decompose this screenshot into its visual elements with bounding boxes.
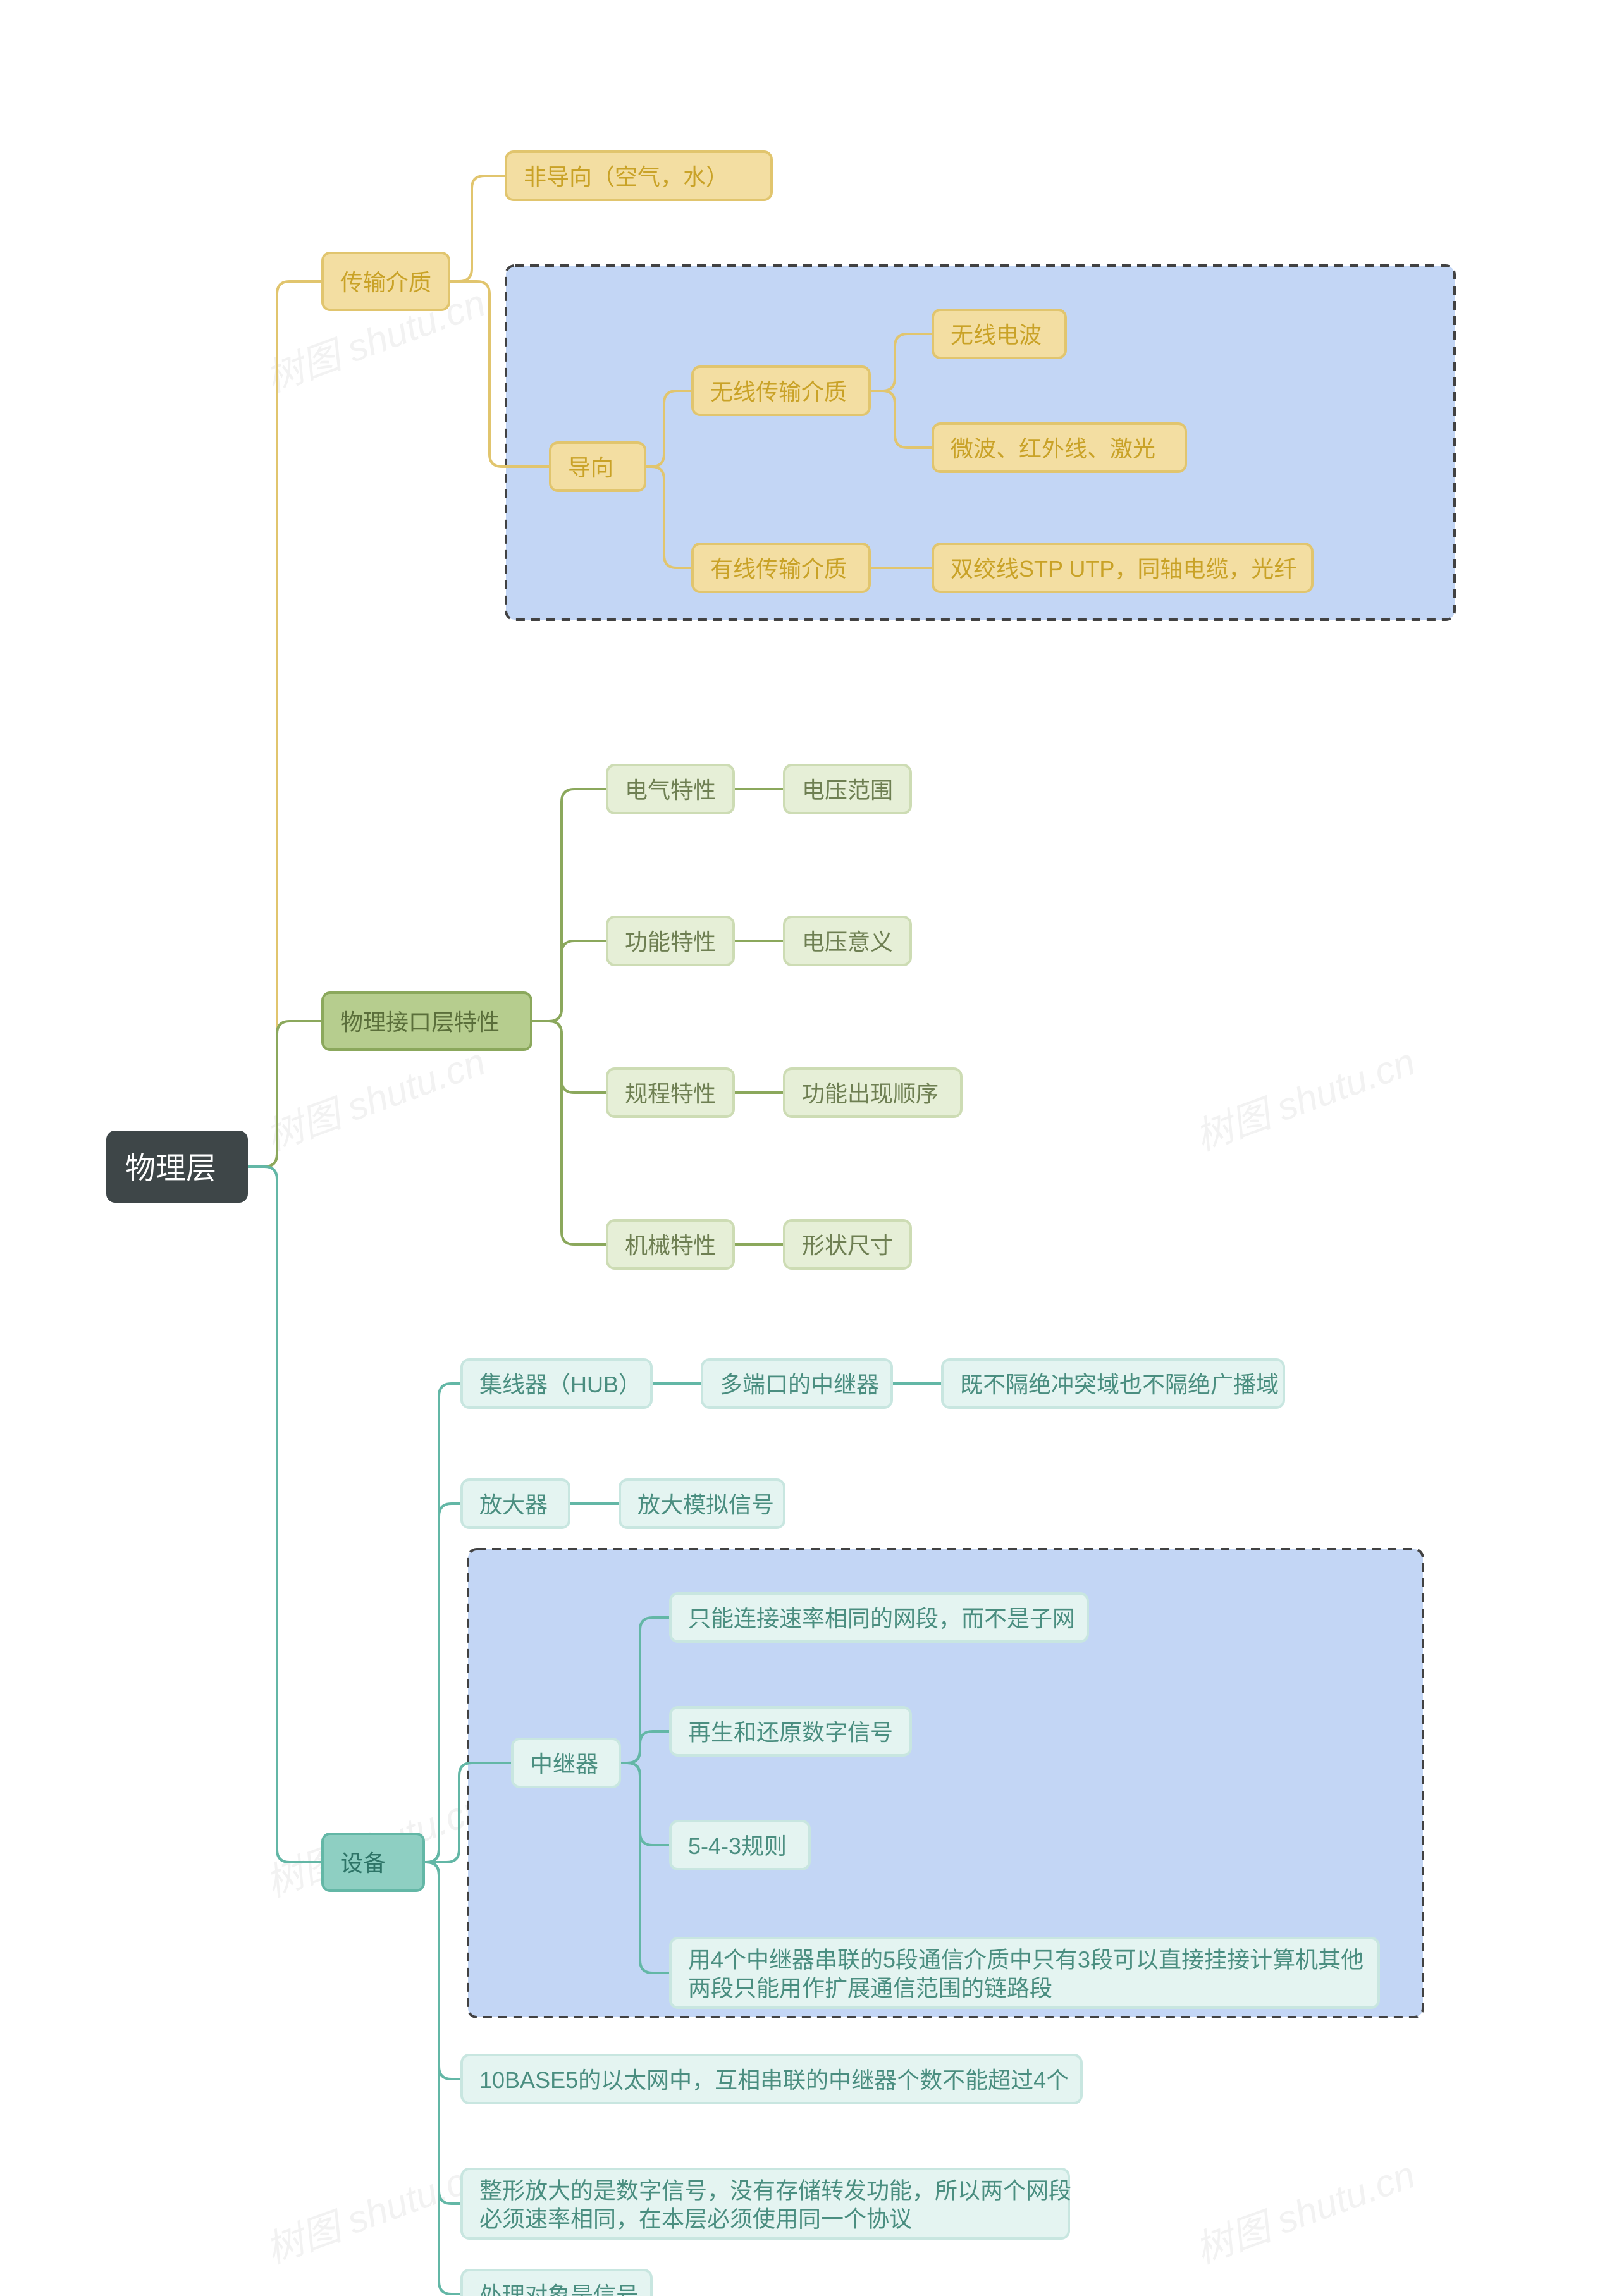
node-label: 有线传输介质 [710, 556, 847, 582]
node-n3a1[interactable]: 多端口的中继器 [702, 1360, 892, 1408]
node-label: 机械特性 [625, 1232, 716, 1258]
node-label: 处理对象是信号 [479, 2282, 639, 2296]
node-n3c2[interactable]: 再生和还原数字信号 [670, 1707, 911, 1755]
node-label: 放大模拟信号 [637, 1492, 774, 1518]
node-label: 5-4-3规则 [688, 1833, 787, 1859]
watermark-text: 树图 shutu.cn [261, 1040, 491, 1158]
node-n2b[interactable]: 功能特性 [607, 917, 734, 965]
node-label: 整形放大的是数字信号，没有存储转发功能，所以两个网段 [479, 2177, 1071, 2203]
edge [247, 281, 323, 1167]
node-n1b2[interactable]: 有线传输介质 [693, 544, 870, 592]
node-n3b1[interactable]: 放大模拟信号 [620, 1480, 784, 1528]
node-label: 10BASE5的以太网中，互相串联的中继器个数不能超过4个 [479, 2067, 1069, 2093]
node-label: 物理层 [125, 1151, 216, 1185]
node-label: 功能出现顺序 [802, 1081, 939, 1107]
edge [531, 1021, 607, 1093]
node-label: 只能连接速率相同的网段，而不是子网 [688, 1605, 1075, 1631]
node-n3e[interactable]: 整形放大的是数字信号，没有存储转发功能，所以两个网段必须速率相同，在本层必须使用… [462, 2169, 1071, 2238]
node-label: 形状尺寸 [802, 1232, 893, 1258]
node-n3c3[interactable]: 5-4-3规则 [670, 1821, 810, 1869]
edge [531, 941, 607, 1021]
node-label: 设备 [340, 1850, 386, 1876]
node-n3c4[interactable]: 用4个中继器串联的5段通信介质中只有3段可以直接挂接计算机其他两段只能用作扩展通… [670, 1938, 1379, 2008]
node-label: 电压范围 [802, 777, 893, 803]
node-n3[interactable]: 设备 [323, 1834, 424, 1891]
edge [531, 789, 607, 1021]
node-label: 必须速率相同，在本层必须使用同一个协议 [479, 2206, 912, 2232]
edge [424, 1862, 462, 2079]
node-n2a1[interactable]: 电压范围 [784, 765, 911, 813]
node-label: 传输介质 [340, 269, 431, 295]
node-n1b1[interactable]: 无线传输介质 [693, 367, 870, 415]
node-label: 电压意义 [802, 929, 893, 955]
node-n2c[interactable]: 规程特性 [607, 1069, 734, 1117]
node-label: 规程特性 [625, 1081, 716, 1107]
edge [531, 1021, 607, 1244]
node-label: 物理接口层特性 [340, 1009, 500, 1035]
node-label: 用4个中继器串联的5段通信介质中只有3段可以直接挂接计算机其他 [688, 1946, 1364, 1972]
node-n3a2[interactable]: 既不隔绝冲突域也不隔绝广播域 [942, 1360, 1284, 1408]
node-n1b1a[interactable]: 无线电波 [933, 310, 1066, 358]
node-n3c[interactable]: 中继器 [512, 1739, 620, 1787]
node-n3d[interactable]: 10BASE5的以太网中，互相串联的中继器个数不能超过4个 [462, 2055, 1081, 2103]
node-label: 多端口的中继器 [720, 1372, 879, 1397]
node-n2d1[interactable]: 形状尺寸 [784, 1220, 911, 1268]
node-label: 放大器 [479, 1492, 548, 1518]
watermark-text: 树图 shutu.cn [1190, 1040, 1420, 1158]
edge [424, 1862, 462, 2204]
node-label: 微波、红外线、激光 [951, 436, 1155, 462]
node-root[interactable]: 物理层 [108, 1132, 247, 1201]
node-n1b1b[interactable]: 微波、红外线、激光 [933, 424, 1186, 472]
mindmap-canvas: 树图 shutu.cn 树图 shutu.cn 树图 shutu.cn 树图 shut… [0, 0, 1619, 2296]
edge [247, 1167, 323, 1862]
watermark-text: 树图 shutu.cn [1190, 2153, 1420, 2271]
node-n3b[interactable]: 放大器 [462, 1480, 569, 1528]
node-n2d[interactable]: 机械特性 [607, 1220, 734, 1268]
edge [424, 1384, 462, 1862]
node-label: 两段只能用作扩展通信范围的链路段 [688, 1975, 1052, 2001]
node-n1b2a[interactable]: 双绞线STP UTP，同轴电缆，光纤 [933, 544, 1312, 592]
watermark-text: 树图 shutu.cn [261, 2153, 491, 2271]
node-label: 集线器（HUB） [479, 1372, 641, 1397]
node-label: 中继器 [530, 1751, 598, 1777]
node-n1[interactable]: 传输介质 [323, 253, 449, 310]
node-label: 再生和还原数字信号 [688, 1719, 893, 1745]
node-label: 无线电波 [951, 322, 1042, 348]
node-label: 双绞线STP UTP，同轴电缆，光纤 [951, 556, 1296, 582]
node-n2c1[interactable]: 功能出现顺序 [784, 1069, 961, 1117]
node-n3a[interactable]: 集线器（HUB） [462, 1360, 651, 1408]
node-n2[interactable]: 物理接口层特性 [323, 993, 531, 1050]
node-n3c1[interactable]: 只能连接速率相同的网段，而不是子网 [670, 1593, 1088, 1642]
node-label: 功能特性 [625, 929, 716, 955]
node-label: 电气特性 [625, 777, 716, 803]
node-label: 既不隔绝冲突域也不隔绝广播域 [960, 1372, 1279, 1397]
node-n2a[interactable]: 电气特性 [607, 765, 734, 813]
node-n3f[interactable]: 处理对象是信号 [462, 2270, 651, 2296]
node-n1a[interactable]: 非导向（空气，水） [506, 152, 772, 200]
node-n1b[interactable]: 导向 [550, 443, 645, 491]
node-label: 无线传输介质 [710, 379, 847, 405]
edge [449, 176, 506, 281]
node-n2b1[interactable]: 电压意义 [784, 917, 911, 965]
node-label: 导向 [568, 455, 613, 481]
node-label: 非导向（空气，水） [524, 164, 729, 190]
